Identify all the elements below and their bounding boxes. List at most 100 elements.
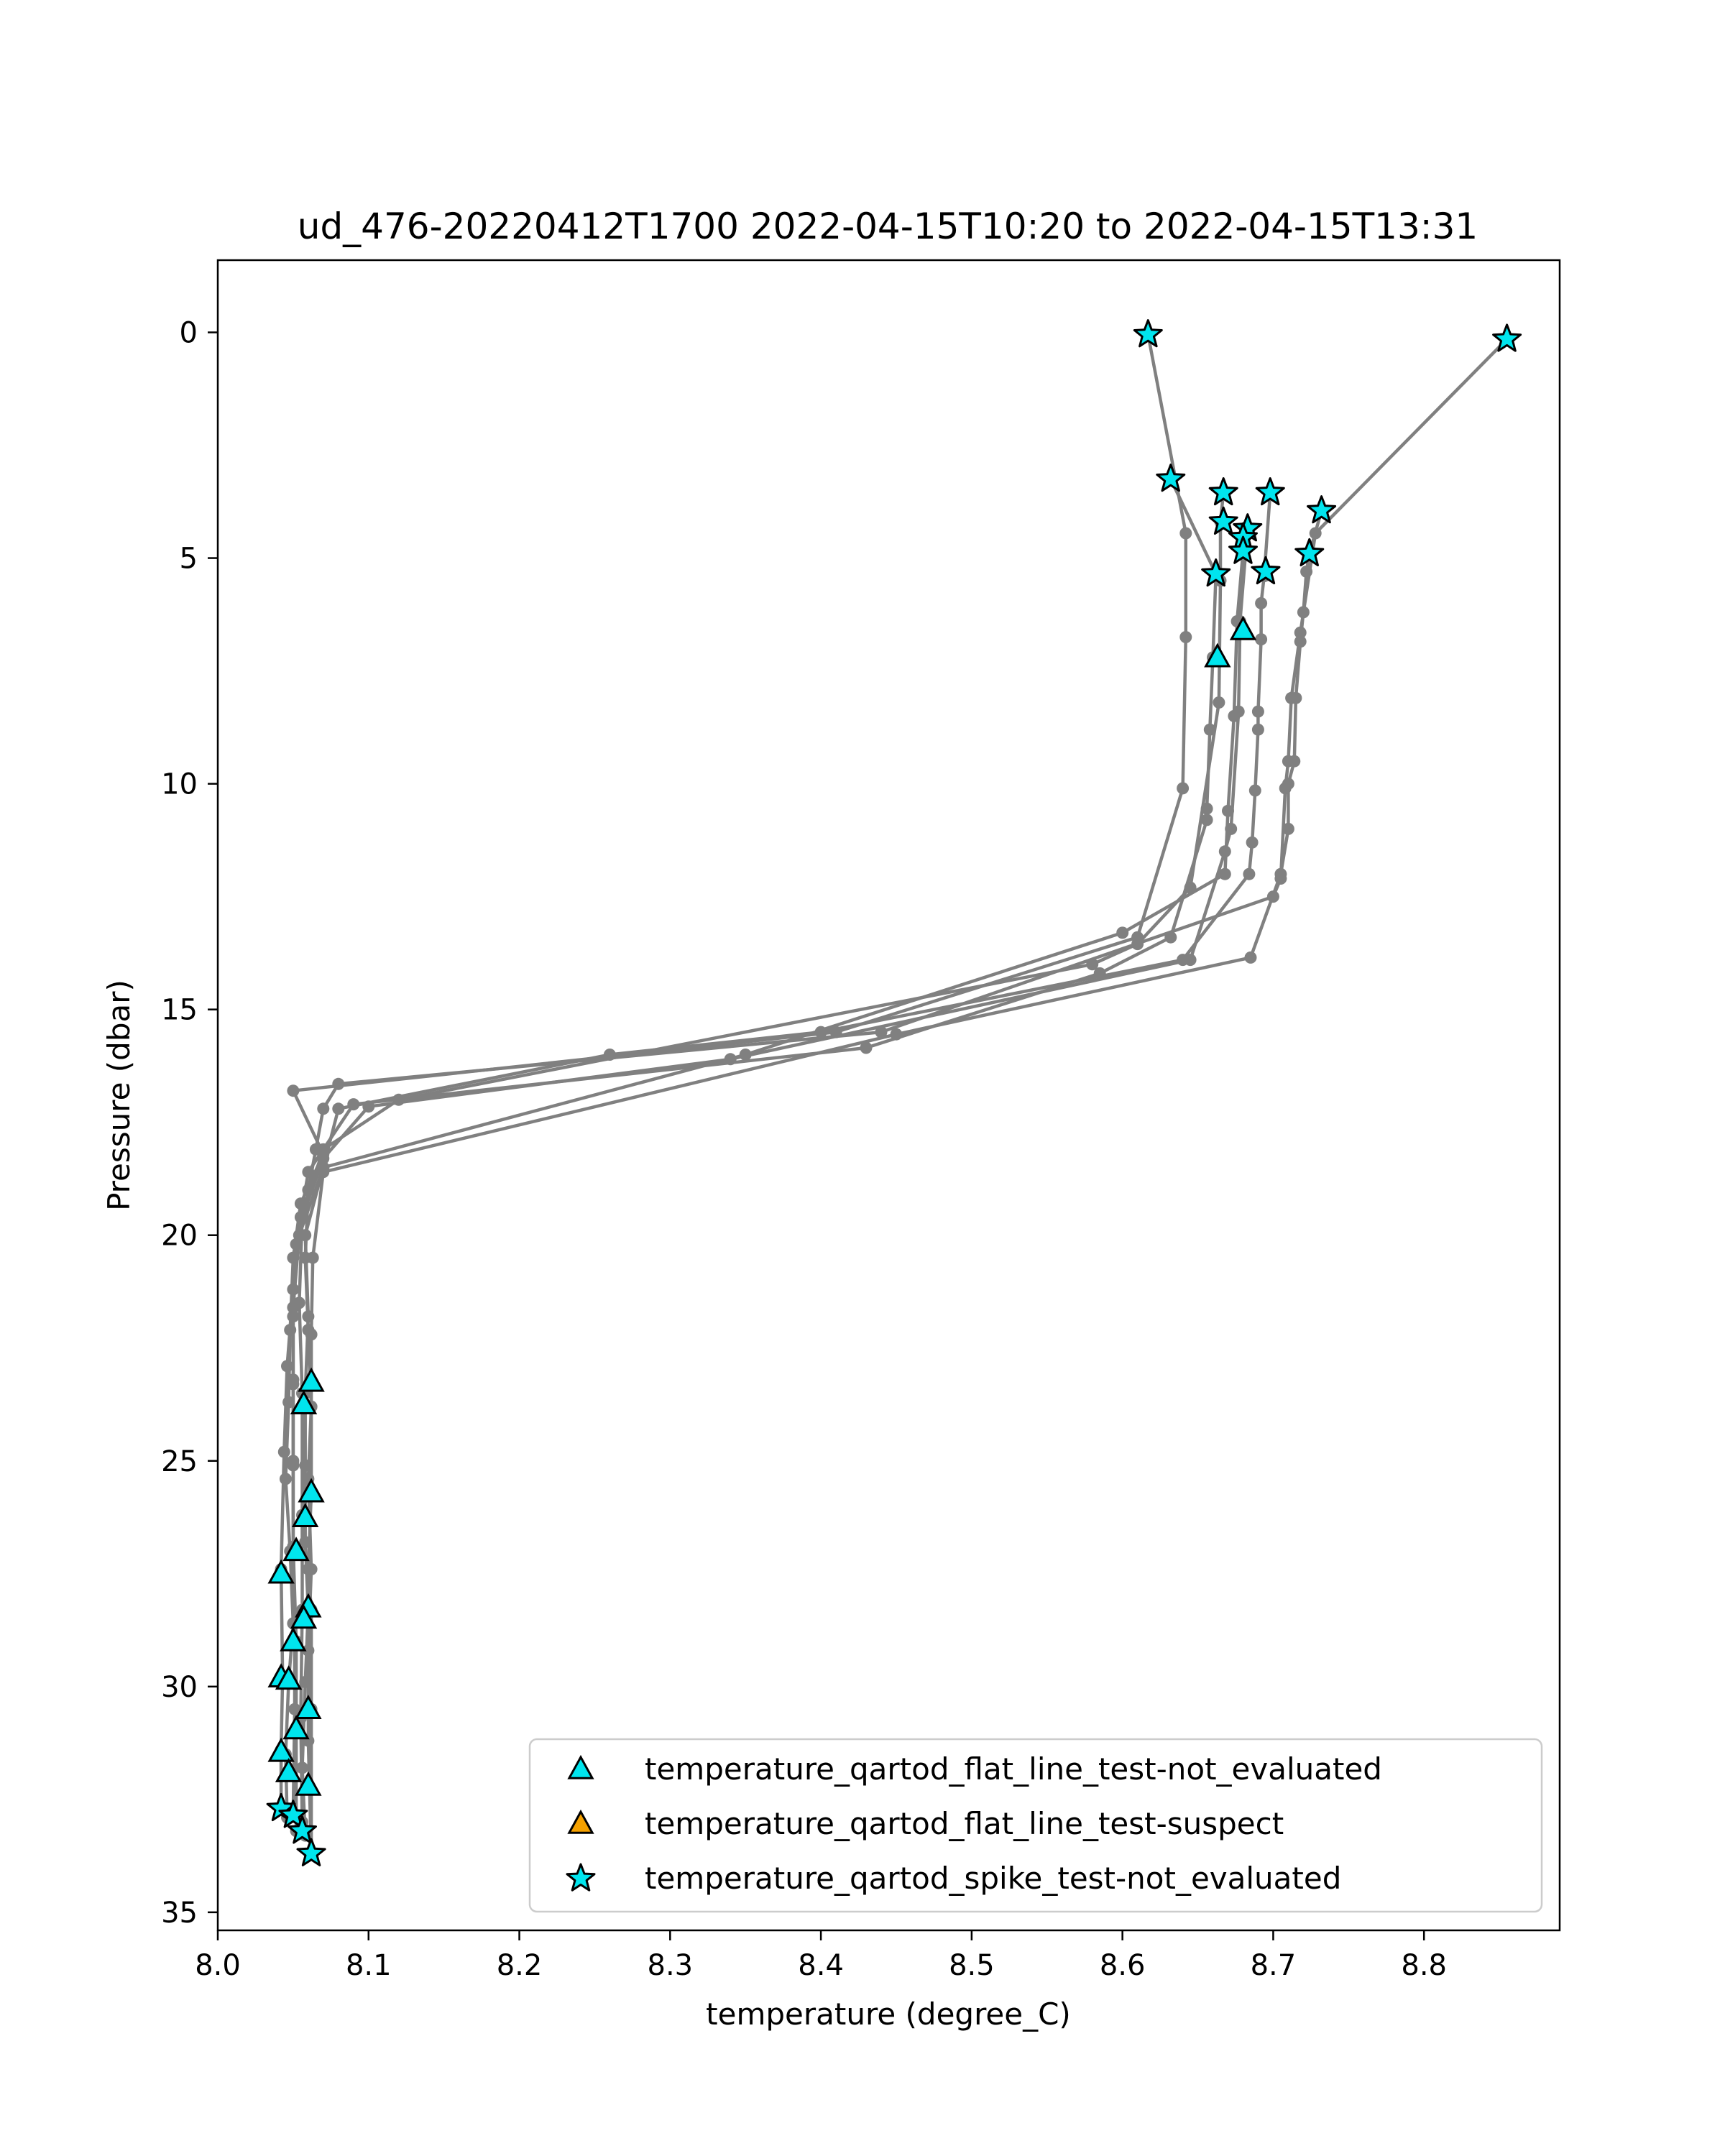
x-tick-label-5: 8.5 xyxy=(949,1949,995,1982)
profile-point-4-11 xyxy=(603,1049,616,1061)
spike-not-evaluated-marker-11 xyxy=(1251,556,1281,585)
legend-marker-flat-line-suspect xyxy=(567,1809,594,1834)
plot-area-frame xyxy=(216,259,1561,1932)
y-tick-label-1: 5 xyxy=(180,543,198,576)
profile-point-7-8 xyxy=(293,1229,305,1242)
flat-line-not-evaluated-marker-1 xyxy=(1229,615,1257,640)
profile-point-3-5 xyxy=(1131,938,1144,951)
legend-label-flat-line-suspect: temperature_qartod_flat_line_test-suspec… xyxy=(645,1806,1284,1841)
y-tick-label-5: 25 xyxy=(161,1445,198,1478)
flat-line-not-evaluated-marker-10 xyxy=(280,1626,307,1651)
plot-markers xyxy=(266,319,1522,1866)
profile-point-3-3 xyxy=(1213,696,1225,709)
flat-line-not-evaluated-marker-14 xyxy=(282,1715,310,1740)
legend-box xyxy=(528,1738,1543,1913)
profile-point-4-12 xyxy=(332,1102,345,1115)
profile-point-2-8 xyxy=(860,1041,873,1054)
profile-point-7-11 xyxy=(287,1459,300,1472)
profile-point-3-9 xyxy=(302,1166,315,1179)
spike-not-evaluated-marker-15 xyxy=(288,1815,317,1844)
profile-point-1-10 xyxy=(317,1102,330,1115)
legend-marker-spike-not-evaluated xyxy=(566,1863,596,1892)
profile-point-7-9 xyxy=(287,1301,300,1314)
profile-point-1-8 xyxy=(875,1026,888,1038)
profile-point-7-6 xyxy=(739,1049,752,1061)
profile-point-5-6 xyxy=(1288,755,1301,768)
y-axis-label: Pressure (dbar) xyxy=(101,980,137,1211)
x-axis-ticks: 8.0 8.1 8.2 8.3 8.4 8.5 8.6 8.7 8.8 xyxy=(195,1930,1447,1982)
x-tick-label-2: 8.2 xyxy=(497,1949,543,1982)
profile-point-7-7 xyxy=(317,1161,330,1174)
profile-point-5-17 xyxy=(302,1563,315,1575)
spike-not-evaluated-marker-4 xyxy=(1255,477,1285,506)
x-tick-label-0: 8.0 xyxy=(195,1949,241,1982)
profile-point-5-7 xyxy=(1282,778,1294,791)
spike-not-evaluated-marker-3 xyxy=(1208,477,1238,506)
spike-not-evaluated-marker-0 xyxy=(1133,319,1163,348)
profile-point-4-5 xyxy=(1251,723,1264,736)
legend-star-icon xyxy=(566,1863,596,1892)
profile-point-5-11 xyxy=(890,1028,903,1041)
profile-point-2-14 xyxy=(277,1445,290,1458)
profile-point-0-6 xyxy=(287,1084,300,1097)
flat-line-not-evaluated-marker-5 xyxy=(291,1503,319,1527)
profile-point-5-10 xyxy=(1244,951,1257,964)
profile-point-5-2 xyxy=(1300,565,1313,578)
profile-point-5-8 xyxy=(1282,822,1294,835)
profile-point-4-7 xyxy=(1246,836,1259,849)
flat-line-not-evaluated-marker-4 xyxy=(298,1478,325,1503)
y-tick-label-2: 10 xyxy=(161,768,198,801)
profile-point-5-9 xyxy=(1274,867,1287,880)
profile-point-7-5 xyxy=(1116,926,1129,939)
flat-line-not-evaluated-marker-6 xyxy=(282,1537,310,1562)
spike-not-evaluated-marker-9 xyxy=(1228,535,1258,564)
profile-point-0-1 xyxy=(1179,527,1192,540)
y-tick-label-3: 15 xyxy=(161,994,198,1027)
profile-line-7 xyxy=(291,549,1245,1815)
profile-point-2-6 xyxy=(1164,931,1177,944)
profile-point-7-10 xyxy=(287,1373,300,1386)
profile-point-5-5 xyxy=(1289,691,1302,704)
spike-not-evaluated-marker-10 xyxy=(1294,538,1325,566)
profile-point-7-2 xyxy=(1228,709,1241,722)
legend-triangle-icon xyxy=(567,1754,594,1779)
flat-line-not-evaluated-marker-9 xyxy=(290,1604,318,1629)
x-tick-label-1: 8.1 xyxy=(346,1949,392,1982)
profile-point-4-2 xyxy=(1255,596,1268,609)
legend: temperature_qartod_flat_line_test-not_ev… xyxy=(528,1738,1543,1913)
flat-line-not-evaluated-marker-15 xyxy=(267,1737,295,1762)
flat-line-not-evaluated-marker-16 xyxy=(275,1758,303,1782)
y-tick-label-4: 20 xyxy=(161,1220,198,1253)
x-axis-label: temperature (degree_C) xyxy=(706,1996,1071,2032)
flat-line-not-evaluated-marker-2 xyxy=(298,1367,325,1392)
x-tick-label-3: 8.3 xyxy=(648,1949,694,1982)
y-tick-label-7: 35 xyxy=(161,1897,198,1930)
profile-point-5-4 xyxy=(1294,635,1307,648)
spike-not-evaluated-marker-2 xyxy=(1156,464,1186,492)
legend-triangle-icon xyxy=(567,1809,594,1834)
profile-point-7-4 xyxy=(1218,867,1231,880)
profile-point-5-3 xyxy=(1297,606,1310,619)
y-tick-label-0: 0 xyxy=(180,316,198,349)
profile-point-3-6 xyxy=(1086,958,1099,971)
profile-point-6-8 xyxy=(317,1152,330,1165)
spike-not-evaluated-marker-14 xyxy=(278,1800,308,1828)
profile-point-0-2 xyxy=(1179,631,1192,643)
profile-point-4-4 xyxy=(1251,705,1264,718)
profile-point-1-9 xyxy=(332,1077,345,1090)
flat-line-not-evaluated-marker-12 xyxy=(275,1665,303,1690)
profile-point-6-5 xyxy=(1184,954,1197,967)
chart-title: ud_476-20220412T1700 2022-04-15T10:20 to… xyxy=(298,206,1478,247)
x-tick-label-8: 8.8 xyxy=(1401,1949,1447,1982)
legend-marker-flat-line-not-evaluated xyxy=(567,1754,594,1779)
legend-label-spike-not-evaluated: temperature_qartod_spike_test-not_evalua… xyxy=(645,1861,1341,1896)
profile-point-7-14 xyxy=(288,1703,301,1715)
profile-point-0-12 xyxy=(279,1473,292,1485)
profile-point-2-13 xyxy=(281,1360,293,1373)
spike-not-evaluated-marker-12 xyxy=(1201,558,1231,587)
profile-point-5-14 xyxy=(305,1328,318,1341)
spike-not-evaluated-marker-16 xyxy=(296,1838,326,1866)
profile-line-6 xyxy=(298,527,1250,1824)
y-tick-label-6: 30 xyxy=(161,1671,198,1704)
